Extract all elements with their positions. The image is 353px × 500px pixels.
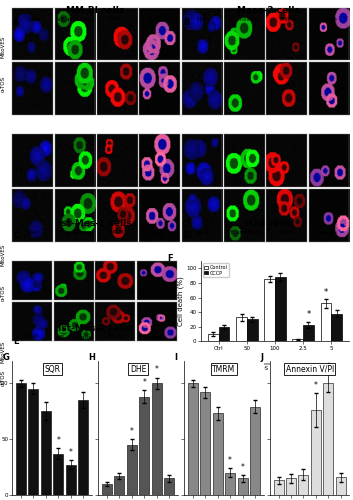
Text: VE analogue: VE analogue [56,230,91,235]
Text: α-TOS: α-TOS [253,366,269,370]
Text: VE analogue: VE analogue [227,17,262,22]
Text: merge: merge [319,17,337,22]
Bar [303,324,314,342]
Text: *: * [142,378,146,386]
Text: *: * [155,365,158,374]
Text: B: B [183,18,189,27]
Bar [250,406,260,495]
Text: TMRM: TMRM [107,230,123,235]
Bar [102,484,112,495]
Text: DHE: DHE [130,365,146,374]
Text: TMRM: TMRM [107,334,123,340]
Bar [29,388,38,495]
Bar [311,410,321,495]
Text: *: * [324,288,328,297]
Text: DAPI: DAPI [26,17,39,22]
Y-axis label: Cell death (%): Cell death (%) [178,276,185,326]
Text: *: * [69,448,73,457]
Text: DAPI: DAPI [26,334,39,340]
Bar [264,279,275,342]
Bar [225,472,235,495]
Bar [274,480,283,495]
Bar [164,478,174,495]
Text: H: H [89,352,96,362]
Text: MM-BI cells: MM-BI cells [66,6,125,15]
Bar [188,383,198,495]
Text: *: * [306,310,311,320]
Text: MitoVES: MitoVES [0,36,5,58]
Text: *: * [314,381,318,390]
Bar [152,383,162,495]
Bar [53,454,63,495]
Text: Annexin V/PI: Annexin V/PI [286,365,334,374]
Bar [139,396,149,495]
Text: *: * [130,426,134,436]
Text: *: * [228,456,232,465]
Text: α-TOS: α-TOS [0,370,5,386]
Text: α-TOS: α-TOS [0,284,5,300]
Bar [247,320,258,342]
Bar [336,477,346,495]
Text: TMRM: TMRM [107,17,123,22]
Text: TMRM: TMRM [212,365,235,374]
Text: DAPI: DAPI [196,230,209,235]
Bar [208,334,219,342]
Text: I: I [174,352,178,362]
Bar [286,478,296,495]
Text: α-TOS: α-TOS [0,76,5,92]
Text: MitoVES: MitoVES [0,244,5,266]
Text: Meso-2 cells: Meso-2 cells [237,6,300,15]
Bar [321,304,331,342]
Text: *: * [327,362,330,371]
Bar [292,340,303,342]
Text: TMRM: TMRM [279,230,295,235]
Bar [219,327,229,342]
Text: Ist-Mes-2 cells: Ist-Mes-2 cells [59,218,132,228]
Bar [331,314,342,342]
Text: MitoVES: MitoVES [0,341,5,363]
Bar [200,392,210,495]
Text: VE analogue: VE analogue [56,17,91,22]
Text: *: * [241,462,245,471]
Text: MitoVES: MitoVES [306,366,328,370]
Bar [66,465,76,495]
Bar [127,444,137,495]
Text: VE analogue: VE analogue [56,334,91,340]
Text: SQR: SQR [44,365,60,374]
Text: Ist-Mes-2 cells: Ist-Mes-2 cells [59,324,132,333]
Bar [238,478,247,495]
Text: H28 cells: H28 cells [245,218,292,228]
Bar [323,383,333,495]
Bar [236,318,247,342]
Text: D: D [183,231,190,240]
Text: E: E [13,336,19,345]
Text: merge: merge [147,334,165,340]
Text: merge: merge [147,230,165,235]
Text: DAPI: DAPI [196,17,209,22]
Bar [114,476,124,495]
Bar [299,475,309,495]
Text: TMRM: TMRM [279,17,295,22]
Text: F: F [168,254,173,264]
Text: C: C [13,231,19,240]
Text: merge: merge [319,230,337,235]
Text: merge: merge [147,17,165,22]
Bar [275,277,286,342]
Text: DAPI: DAPI [26,230,39,235]
Legend: Control, CCCP: Control, CCCP [203,264,229,277]
Bar [213,414,223,495]
Text: A: A [13,18,20,27]
Text: VE analogue: VE analogue [227,230,262,235]
Bar [16,383,26,495]
Text: G: G [3,352,10,362]
Bar [41,411,51,495]
Text: J: J [261,352,263,362]
Text: *: * [56,436,60,444]
Bar [78,400,88,495]
